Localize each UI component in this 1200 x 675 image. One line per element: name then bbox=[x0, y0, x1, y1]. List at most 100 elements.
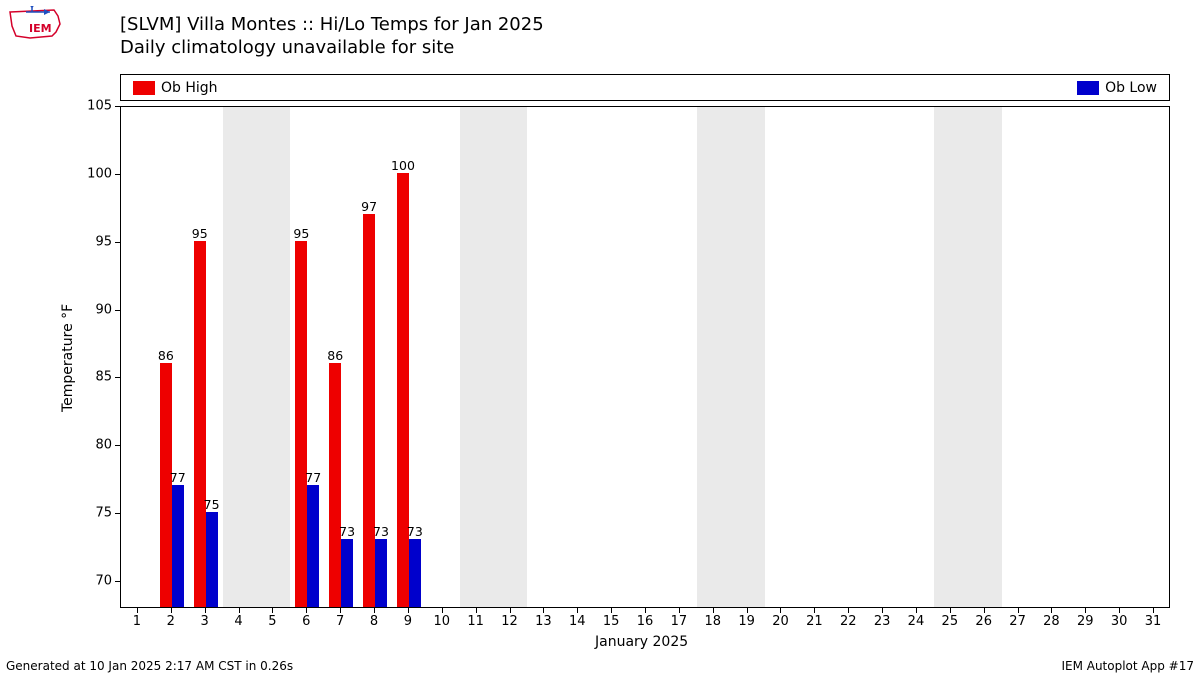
x-tick-mark bbox=[645, 608, 646, 613]
x-tick-mark bbox=[306, 608, 307, 613]
logo-text: IEM bbox=[29, 22, 52, 35]
ob-high-bar bbox=[194, 241, 206, 607]
x-tick-label: 17 bbox=[671, 614, 688, 629]
ob-high-bar-label: 86 bbox=[158, 348, 174, 363]
x-tick-mark bbox=[239, 608, 240, 613]
y-tick-mark bbox=[115, 310, 120, 311]
ob-low-bar bbox=[375, 539, 387, 607]
x-tick-label: 23 bbox=[874, 614, 891, 629]
iem-logo: IEM bbox=[6, 6, 66, 46]
weekend-band bbox=[223, 107, 291, 607]
x-tick-mark bbox=[916, 608, 917, 613]
x-tick-label: 3 bbox=[201, 614, 209, 629]
x-tick-label: 25 bbox=[942, 614, 959, 629]
footer-app: IEM Autoplot App #17 bbox=[1061, 659, 1194, 673]
x-tick-label: 28 bbox=[1043, 614, 1060, 629]
x-tick-label: 4 bbox=[234, 614, 242, 629]
x-tick-label: 27 bbox=[1009, 614, 1026, 629]
y-tick-label: 100 bbox=[72, 166, 112, 181]
x-tick-mark bbox=[848, 608, 849, 613]
x-tick-mark bbox=[543, 608, 544, 613]
x-tick-mark bbox=[442, 608, 443, 613]
x-tick-label: 20 bbox=[772, 614, 789, 629]
y-tick-mark bbox=[115, 581, 120, 582]
footer-generated: Generated at 10 Jan 2025 2:17 AM CST in … bbox=[6, 659, 293, 673]
y-tick-label: 85 bbox=[72, 370, 112, 385]
ob-high-bar bbox=[295, 241, 307, 607]
ob-high-bar-label: 86 bbox=[327, 348, 343, 363]
x-tick-mark bbox=[950, 608, 951, 613]
x-axis-label: January 2025 bbox=[595, 634, 688, 650]
y-tick-mark bbox=[115, 106, 120, 107]
x-tick-mark bbox=[679, 608, 680, 613]
y-tick-label: 90 bbox=[72, 302, 112, 317]
x-tick-label: 9 bbox=[404, 614, 412, 629]
x-tick-label: 1 bbox=[133, 614, 141, 629]
x-tick-label: 19 bbox=[738, 614, 755, 629]
x-tick-label: 12 bbox=[501, 614, 518, 629]
x-tick-mark bbox=[747, 608, 748, 613]
x-tick-label: 16 bbox=[637, 614, 654, 629]
x-tick-mark bbox=[611, 608, 612, 613]
legend-swatch-low bbox=[1077, 81, 1099, 95]
y-tick-label: 80 bbox=[72, 438, 112, 453]
ob-high-bar-label: 100 bbox=[391, 158, 415, 173]
y-tick-mark bbox=[115, 174, 120, 175]
chart-title: [SLVM] Villa Montes :: Hi/Lo Temps for J… bbox=[120, 14, 544, 37]
x-tick-label: 11 bbox=[467, 614, 484, 629]
x-tick-mark bbox=[476, 608, 477, 613]
legend-label-high: Ob High bbox=[161, 80, 218, 96]
x-tick-label: 2 bbox=[167, 614, 175, 629]
x-tick-mark bbox=[577, 608, 578, 613]
ob-low-bar bbox=[307, 485, 319, 607]
x-tick-mark bbox=[374, 608, 375, 613]
y-tick-mark bbox=[115, 513, 120, 514]
x-tick-label: 30 bbox=[1111, 614, 1128, 629]
x-tick-label: 8 bbox=[370, 614, 378, 629]
ob-low-bar bbox=[409, 539, 421, 607]
ob-high-bar bbox=[363, 214, 375, 607]
x-tick-mark bbox=[1018, 608, 1019, 613]
x-tick-label: 31 bbox=[1145, 614, 1162, 629]
legend-item-high: Ob High bbox=[133, 80, 218, 96]
x-tick-mark bbox=[510, 608, 511, 613]
chart-container: IEM [SLVM] Villa Montes :: Hi/Lo Temps f… bbox=[0, 0, 1200, 675]
title-block: [SLVM] Villa Montes :: Hi/Lo Temps for J… bbox=[120, 14, 544, 59]
x-tick-label: 29 bbox=[1077, 614, 1094, 629]
x-tick-mark bbox=[1085, 608, 1086, 613]
weekend-band bbox=[460, 107, 528, 607]
ob-low-bar-label: 73 bbox=[407, 524, 423, 539]
x-tick-mark bbox=[713, 608, 714, 613]
x-tick-label: 7 bbox=[336, 614, 344, 629]
y-tick-label: 105 bbox=[72, 99, 112, 114]
x-tick-mark bbox=[882, 608, 883, 613]
x-tick-mark bbox=[408, 608, 409, 613]
y-tick-label: 95 bbox=[72, 234, 112, 249]
legend-swatch-high bbox=[133, 81, 155, 95]
x-tick-mark bbox=[984, 608, 985, 613]
weekend-band bbox=[934, 107, 1002, 607]
x-tick-label: 21 bbox=[806, 614, 823, 629]
x-tick-mark bbox=[1119, 608, 1120, 613]
ob-low-bar-label: 73 bbox=[373, 524, 389, 539]
x-tick-label: 15 bbox=[603, 614, 620, 629]
y-tick-mark bbox=[115, 377, 120, 378]
x-tick-label: 26 bbox=[975, 614, 992, 629]
x-tick-mark bbox=[340, 608, 341, 613]
x-tick-label: 22 bbox=[840, 614, 857, 629]
legend-item-low: Ob Low bbox=[1077, 80, 1157, 96]
y-tick-mark bbox=[115, 445, 120, 446]
chart-subtitle: Daily climatology unavailable for site bbox=[120, 37, 544, 60]
x-tick-mark bbox=[814, 608, 815, 613]
y-tick-label: 70 bbox=[72, 573, 112, 588]
ob-high-bar bbox=[397, 173, 409, 607]
ob-high-bar-label: 95 bbox=[293, 226, 309, 241]
legend-label-low: Ob Low bbox=[1105, 80, 1157, 96]
ob-high-bar bbox=[160, 363, 172, 607]
ob-low-bar-label: 75 bbox=[204, 497, 220, 512]
x-tick-label: 18 bbox=[704, 614, 721, 629]
x-tick-mark bbox=[205, 608, 206, 613]
x-tick-mark bbox=[1153, 608, 1154, 613]
x-tick-label: 14 bbox=[569, 614, 586, 629]
x-tick-label: 6 bbox=[302, 614, 310, 629]
